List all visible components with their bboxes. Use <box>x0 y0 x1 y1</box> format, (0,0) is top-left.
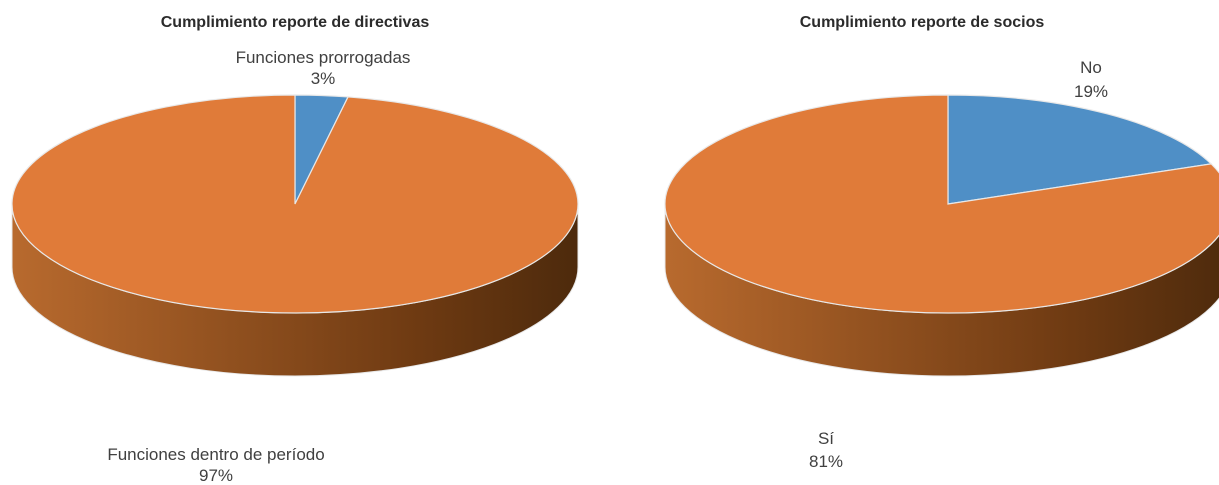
pie-slice-funciones-dentro-de-periodo <box>11 94 579 314</box>
slice-value-no: 19% <box>1074 82 1108 101</box>
pie-chart-directivas: Cumplimiento reporte de directivas Funci… <box>11 14 579 485</box>
slice-value-si: 81% <box>809 452 843 471</box>
chart-title: Cumplimiento reporte de socios <box>800 14 1045 31</box>
chart-title: Cumplimiento reporte de directivas <box>161 14 430 31</box>
slice-label-funciones-prorrogadas: Funciones prorrogadas <box>236 48 411 67</box>
slice-value-funciones-dentro-de-periodo: 97% <box>199 466 233 485</box>
pie-body <box>11 94 579 377</box>
slice-label-funciones-dentro-de-periodo: Funciones dentro de período <box>107 445 324 464</box>
pie-slice-si <box>664 94 1219 314</box>
pie-chart-socios: Cumplimiento reporte de socios No 19% Sí… <box>664 14 1219 471</box>
slice-label-no: No <box>1080 58 1102 77</box>
pie-slice-no <box>947 94 1213 205</box>
slice-value-funciones-prorrogadas: 3% <box>311 69 336 88</box>
pie-body <box>664 94 1219 377</box>
slice-label-si: Sí <box>818 429 834 448</box>
